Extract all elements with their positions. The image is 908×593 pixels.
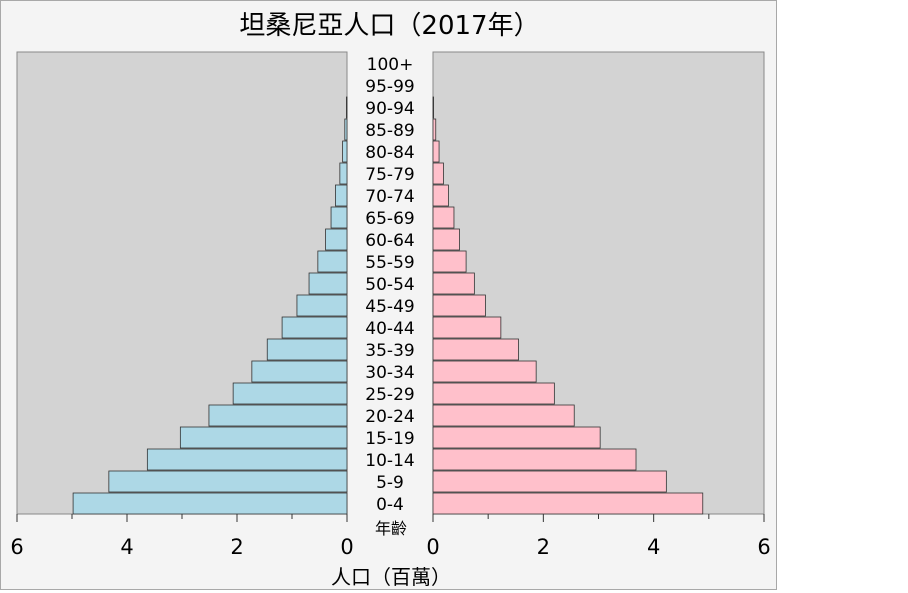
- age-group-label: 70-74: [365, 187, 414, 207]
- female-x-tick-label: 6: [757, 535, 770, 559]
- age-group-label: 65-69: [365, 209, 414, 229]
- age-group-label: 80-84: [365, 143, 414, 163]
- female-bar: [432, 206, 455, 229]
- male-bar: [325, 228, 348, 251]
- age-group-label: 55-59: [365, 253, 414, 273]
- male-bar: [266, 338, 348, 361]
- female-bar: [432, 470, 667, 493]
- male-x-tick-label: 0: [340, 535, 353, 559]
- age-group-label: 5-9: [376, 473, 404, 493]
- female-bar: [432, 184, 449, 207]
- male-bar: [179, 426, 348, 449]
- female-bar: [432, 96, 434, 119]
- female-bar: [432, 338, 519, 361]
- age-group-label: 0-4: [376, 495, 404, 515]
- male-x-tick-label: 6: [10, 535, 23, 559]
- female-bar: [432, 162, 444, 185]
- male-bar: [72, 492, 348, 515]
- age-group-label: 100+: [367, 55, 414, 75]
- male-bar: [281, 316, 348, 339]
- male-bar: [146, 448, 348, 471]
- female-bar: [432, 404, 575, 427]
- female-bar: [432, 140, 440, 163]
- female-bar: [432, 118, 437, 141]
- age-group-label: 60-64: [365, 231, 414, 251]
- female-bar: [432, 294, 486, 317]
- male-bar: [339, 162, 348, 185]
- age-group-label: 85-89: [365, 121, 414, 141]
- age-group-label: 25-29: [365, 385, 414, 405]
- female-bar: [432, 250, 467, 273]
- female-x-tick-label: 4: [647, 535, 660, 559]
- age-group-label: 40-44: [365, 319, 414, 339]
- female-bar: [432, 360, 537, 383]
- male-bar: [232, 382, 348, 405]
- male-bar: [251, 360, 348, 383]
- male-bar: [308, 272, 348, 295]
- male-bar: [330, 206, 348, 229]
- female-bar: [432, 448, 637, 471]
- x-axis-label: 人口（百萬）: [331, 565, 451, 589]
- age-group-label: 30-34: [365, 363, 414, 383]
- age-group-label: 45-49: [365, 297, 414, 317]
- male-bar: [335, 184, 348, 207]
- female-bar: [432, 316, 502, 339]
- male-bar: [346, 96, 348, 119]
- female-x-tick-label: 2: [537, 535, 550, 559]
- male-x-tick-label: 4: [120, 535, 133, 559]
- male-x-tick-label: 2: [230, 535, 243, 559]
- chart-title: 坦桑尼亞人口（2017年）: [239, 11, 540, 41]
- male-bar: [208, 404, 348, 427]
- age-group-label: 50-54: [365, 275, 414, 295]
- age-group-label: 20-24: [365, 407, 414, 427]
- male-bar: [296, 294, 348, 317]
- female-bar: [432, 426, 601, 449]
- age-group-label: 10-14: [365, 451, 414, 471]
- female-bar: [432, 272, 475, 295]
- age-group-label: 15-19: [365, 429, 414, 449]
- male-bar: [342, 140, 348, 163]
- age-axis-label: 年齡: [374, 519, 407, 538]
- age-group-label: 75-79: [365, 165, 414, 185]
- female-bar: [432, 228, 460, 251]
- female-bar: [432, 492, 704, 515]
- female-bar: [432, 382, 555, 405]
- age-group-label: 35-39: [365, 341, 414, 361]
- female-x-tick-label: 0: [426, 535, 439, 559]
- male-bar: [344, 118, 348, 141]
- male-bar: [317, 250, 348, 273]
- age-group-label: 95-99: [365, 77, 414, 97]
- male-bar: [108, 470, 348, 493]
- age-group-label: 90-94: [365, 99, 414, 119]
